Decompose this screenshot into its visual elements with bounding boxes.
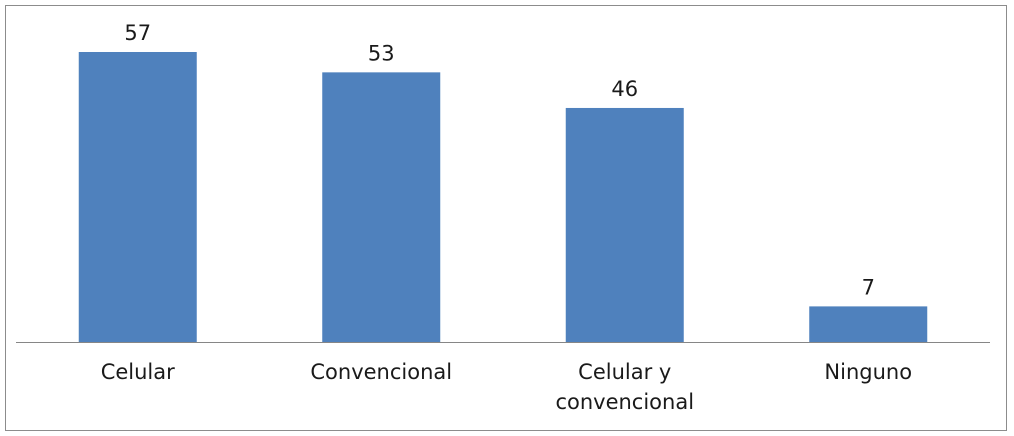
category-label-line: convencional [555,390,694,414]
category-label-1: Celular [101,360,175,384]
bar-1 [78,52,197,342]
category-label-line: Celular y [578,360,671,384]
category-label-line: Convencional [310,360,452,384]
category-label-2: Convencional [310,360,452,384]
data-label-3: 46 [611,77,638,101]
bar-chart: 57 53 46 7 Celular Convencional Celular y conv… [16,21,990,414]
category-label-line: Ninguno [824,360,912,384]
category-label-3: Celular y convencional [555,360,694,414]
bar-4 [809,306,928,342]
category-labels-layer: Celular Convencional Celular y convencional… [101,360,912,414]
data-labels-layer: 57 53 46 7 [124,21,875,299]
data-label-4: 7 [862,275,875,299]
data-label-1: 57 [124,21,151,45]
data-label-2: 53 [368,41,395,65]
chart-frame: 57 53 46 7 Celular Convencional Celular y conv… [5,5,1007,431]
category-label-4: Ninguno [824,360,912,384]
bars-layer [78,52,928,343]
category-label-line: Celular [101,360,175,384]
bar-2 [322,72,441,342]
bar-3 [565,107,684,343]
